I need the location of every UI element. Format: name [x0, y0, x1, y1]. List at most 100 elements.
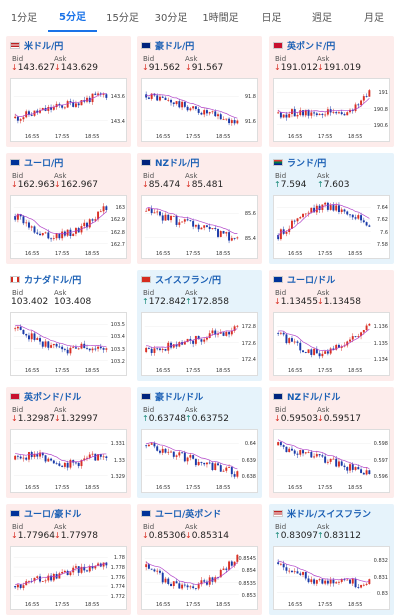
mini-candlestick-chart[interactable]: 85.6 85.4 16:55 17:55 18:55	[141, 195, 258, 259]
candle-body	[313, 207, 316, 213]
candle-body	[52, 343, 55, 346]
tab-1[interactable]: 5分足	[48, 0, 97, 32]
candle-body	[302, 213, 304, 218]
candle-body	[222, 231, 225, 234]
candle-body	[277, 235, 280, 240]
rate-card[interactable]: ユーロ/豪ドル Bid Ask ↓1.77964 ↓1.77978 1.78 1.…	[6, 504, 131, 615]
mini-candlestick-chart[interactable]: 103.5 103.4 103.3 103.2 16:55 17:55 18:55	[10, 312, 127, 376]
rate-card[interactable]: ユーロ/英ポンド Bid Ask ↓0.85306 ↓0.85314 0.854…	[137, 504, 262, 615]
y-tick-label: 0.639	[241, 457, 256, 464]
pair-name[interactable]: ユーロ/円	[24, 159, 64, 169]
pair-name[interactable]: スイスフラン/円	[155, 276, 222, 286]
mini-candlestick-chart[interactable]: 1.78 1.778 1.776 1.774 1.772 16:55 17:55 18:55	[10, 546, 127, 610]
rate-card[interactable]: ユーロ/円 Bid Ask ↓162.963 ↓162.967 163 162.9…	[6, 153, 131, 264]
mini-candlestick-chart[interactable]: 143.6 143.4 16:55 17:55 18:55	[10, 78, 127, 142]
candle-body	[219, 465, 222, 472]
mini-candlestick-chart[interactable]: 191 190.8 190.6 16:55 17:55 18:55	[273, 78, 390, 142]
mini-candlestick-chart[interactable]: 0.598 0.597 0.596 16:55 17:55 18:55	[273, 429, 390, 493]
pair-name[interactable]: NZドル/円	[155, 159, 200, 169]
candle-body	[236, 120, 239, 124]
candle-body	[16, 213, 19, 220]
y-tick-label: 191	[378, 90, 388, 97]
candle-body	[19, 213, 22, 217]
y-tick-label: 85.4	[244, 235, 256, 242]
pair-name[interactable]: 英ポンド/円	[287, 42, 336, 52]
candle-body	[41, 452, 44, 456]
tab-3[interactable]: 30分足	[154, 12, 188, 24]
candle-body	[16, 584, 19, 588]
candle-body	[236, 325, 239, 327]
candle-body	[228, 232, 231, 241]
bid-label: Bid	[275, 289, 287, 297]
candle-body	[14, 216, 17, 220]
rate-card[interactable]: スイスフラン/円 Bid Ask ↑172.842 ↑172.858 172.8…	[137, 270, 262, 381]
candle-body	[194, 335, 197, 344]
pair-name[interactable]: 豪ドル/円	[155, 42, 195, 52]
candle-body	[102, 206, 105, 212]
arrow-down-icon: ↓	[142, 180, 149, 189]
y-tick-label: 163	[115, 205, 125, 212]
rate-card[interactable]: 米ドル/円 Bid Ask ↓143.627 ↓143.629 143.6 143…	[6, 36, 131, 147]
candle-body	[16, 326, 19, 329]
pair-name[interactable]: ランド/円	[287, 159, 327, 169]
candle-body	[326, 351, 329, 354]
tab-5[interactable]: 日足	[261, 12, 282, 24]
mini-candlestick-chart[interactable]: 163 162.9 162.8 162.7 16:55 17:55 18:55	[10, 195, 127, 259]
y-tick-label: 0.597	[373, 457, 388, 464]
pair-name[interactable]: ユーロ/ドル	[287, 276, 336, 286]
candle-body	[167, 451, 170, 453]
pair-name[interactable]: ユーロ/英ポンド	[155, 510, 222, 520]
mini-candlestick-chart[interactable]: 1.136 1.135 1.134 16:55 17:55 18:55	[273, 312, 390, 376]
rate-card[interactable]: 豪ドル/ドル Bid Ask ↑0.63748 ↑0.63752 0.64 0.6…	[137, 387, 262, 498]
pair-name[interactable]: 米ドル/円	[24, 42, 64, 52]
candle-body	[41, 233, 44, 236]
candle-body	[362, 330, 365, 333]
mini-candlestick-chart[interactable]: 0.64 0.639 0.638 16:55 17:55 18:55	[141, 429, 258, 493]
mini-candlestick-chart[interactable]: 0.8545 0.854 0.8535 0.853 16:55 17:55 18:55	[141, 546, 258, 610]
candle-body	[97, 93, 100, 95]
pair-name[interactable]: 英ポンド/ドル	[24, 393, 82, 403]
tab-6[interactable]: 週足	[312, 12, 332, 24]
rate-card[interactable]: 米ドル/スイスフラン Bid Ask ↑0.83097 ↑0.83112 0.8…	[269, 504, 394, 615]
candle-body	[205, 581, 208, 585]
candle-body	[211, 462, 214, 471]
rate-card[interactable]: ランド/円 Bid Ask ↑7.594 ↑7.603 7.64 7.62 7.6 7…	[269, 153, 394, 264]
pair-name[interactable]: 米ドル/スイスフラン	[287, 510, 372, 520]
moving-average-line	[146, 328, 238, 348]
card-header: 豪ドル/円	[141, 39, 194, 52]
rate-card[interactable]: NZドル/円 Bid Ask ↓85.474 ↓85.481 85.6 85.4 1…	[137, 153, 262, 264]
rate-card[interactable]: 豪ドル/円 Bid Ask ↓91.562 ↓91.567 91.8 91.6 16…	[137, 36, 262, 147]
mini-candlestick-chart[interactable]: 91.8 91.6 16:55 17:55 18:55	[141, 78, 258, 142]
pair-name[interactable]: 豪ドル/ドル	[155, 393, 204, 403]
candle-body	[326, 109, 329, 115]
x-tick-label: 18:55	[85, 602, 100, 608]
bid-label: Bid	[12, 172, 24, 180]
tab-4[interactable]: 1時間足	[202, 12, 239, 24]
candle-body	[19, 456, 22, 459]
mini-candlestick-chart[interactable]: 0.832 0.831 0.83 16:55 17:55 18:55	[273, 546, 390, 610]
tab-0[interactable]: 1分足	[10, 12, 38, 24]
pair-name[interactable]: カナダドル/円	[24, 276, 82, 286]
rate-card[interactable]: 英ポンド/円 Bid Ask ↓191.012 ↓191.019 191 190.…	[269, 36, 394, 147]
candle-body	[222, 119, 225, 120]
rate-card[interactable]: ユーロ/ドル Bid Ask ↓1.13455 ↓1.13458 1.136 1.…	[269, 270, 394, 381]
tab-2[interactable]: 15分足	[106, 12, 139, 24]
pair-name[interactable]: NZドル/ドル	[287, 393, 341, 403]
candle-body	[39, 110, 41, 113]
rate-card[interactable]: NZドル/ドル Bid Ask ↓0.59503 ↓0.59517 0.598 0…	[269, 387, 394, 498]
mini-candlestick-chart[interactable]: 1.331 1.33 1.329 16:55 17:55 18:55	[10, 429, 127, 493]
tab-7[interactable]: 月足	[364, 12, 384, 24]
candle-body	[192, 340, 195, 344]
flag-icon	[141, 510, 151, 517]
mini-candlestick-chart[interactable]: 172.8 172.6 172.4 16:55 17:55 18:55	[141, 312, 258, 376]
rate-card[interactable]: カナダドル/円 Bid Ask 103.402 103.408 103.5 103…	[6, 270, 131, 381]
rate-card[interactable]: 英ポンド/ドル Bid Ask ↓1.32987 ↓1.32997 1.331 1…	[6, 387, 131, 498]
y-tick-label: 0.596	[373, 473, 388, 480]
candle-body	[178, 101, 181, 108]
pair-name[interactable]: ユーロ/豪ドル	[24, 510, 82, 520]
x-tick-label: 17:55	[55, 368, 70, 374]
mini-candlestick-chart[interactable]: 7.64 7.62 7.6 7.58 16:55 17:55 18:55	[273, 195, 390, 259]
candle-body	[233, 474, 236, 477]
candle-body	[351, 464, 354, 470]
flag-icon	[10, 159, 20, 166]
